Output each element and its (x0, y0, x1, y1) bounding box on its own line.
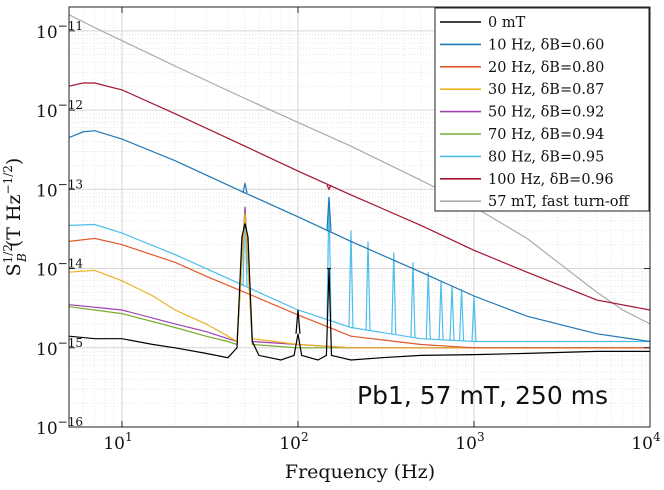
x-tick-labels: 101 102 103 104 (103, 430, 661, 454)
series-line (69, 213, 650, 349)
series-layer (69, 14, 650, 361)
series-peak (326, 196, 332, 232)
y-tick-label: 10−14 (36, 257, 83, 281)
x-tick-label: 103 (455, 430, 484, 454)
legend-entry: 10 Hz, δB=0.60 (488, 37, 604, 53)
legend-box (434, 7, 650, 212)
series-line (69, 130, 650, 343)
legend-entry: 20 Hz, δB=0.80 (488, 60, 604, 76)
series-line (69, 82, 650, 311)
legend-entry: 50 Hz, δB=0.92 (488, 105, 604, 121)
legend-entry: 80 Hz, δB=0.95 (488, 149, 604, 165)
legend-entry: 100 Hz, δB=0.96 (488, 172, 614, 188)
series-peak (242, 182, 248, 194)
y-tick-labels: 10−16 10−15 10−14 10−13 10−12 10−11 (36, 19, 83, 439)
series-peak (410, 262, 416, 338)
x-tick-label: 102 (279, 430, 308, 454)
legend: 0 mT 10 Hz, δB=0.60 20 Hz, δB=0.80 30 Hz, δ… (434, 7, 650, 212)
series-peak (326, 184, 332, 191)
series-peak (348, 230, 354, 328)
x-axis-title: Frequency (Hz) (285, 461, 435, 483)
y-tick-label: 10−13 (36, 177, 83, 201)
series-peak (458, 289, 465, 341)
legend-entry: 0 mT (488, 15, 526, 31)
x-tick-label: 101 (103, 430, 132, 454)
series-peak (365, 241, 371, 331)
legend-entry: 70 Hz, δB=0.94 (488, 127, 604, 143)
series-peak (295, 309, 301, 334)
series-peak (425, 272, 431, 340)
series-line (69, 223, 650, 361)
legend-entry: 57 mT, fast turn-off (488, 194, 631, 210)
x-tick-label: 104 (631, 430, 661, 454)
plot-frame (68, 6, 651, 428)
y-tick-label: 10−15 (36, 336, 83, 360)
y-tick-label: 10−12 (36, 98, 83, 122)
series-line (69, 223, 650, 343)
series-peak (391, 252, 397, 335)
series-line (69, 14, 650, 325)
y-axis-title: S1/2B (T Hz−1/2) (1, 158, 29, 277)
annotation: Pb1, 57 mT, 250 ms (357, 381, 608, 410)
legend-entry: 30 Hz, δB=0.87 (488, 82, 604, 98)
y-tick-label: 10−16 (36, 415, 83, 439)
y-tick-label: 10−11 (36, 19, 83, 43)
